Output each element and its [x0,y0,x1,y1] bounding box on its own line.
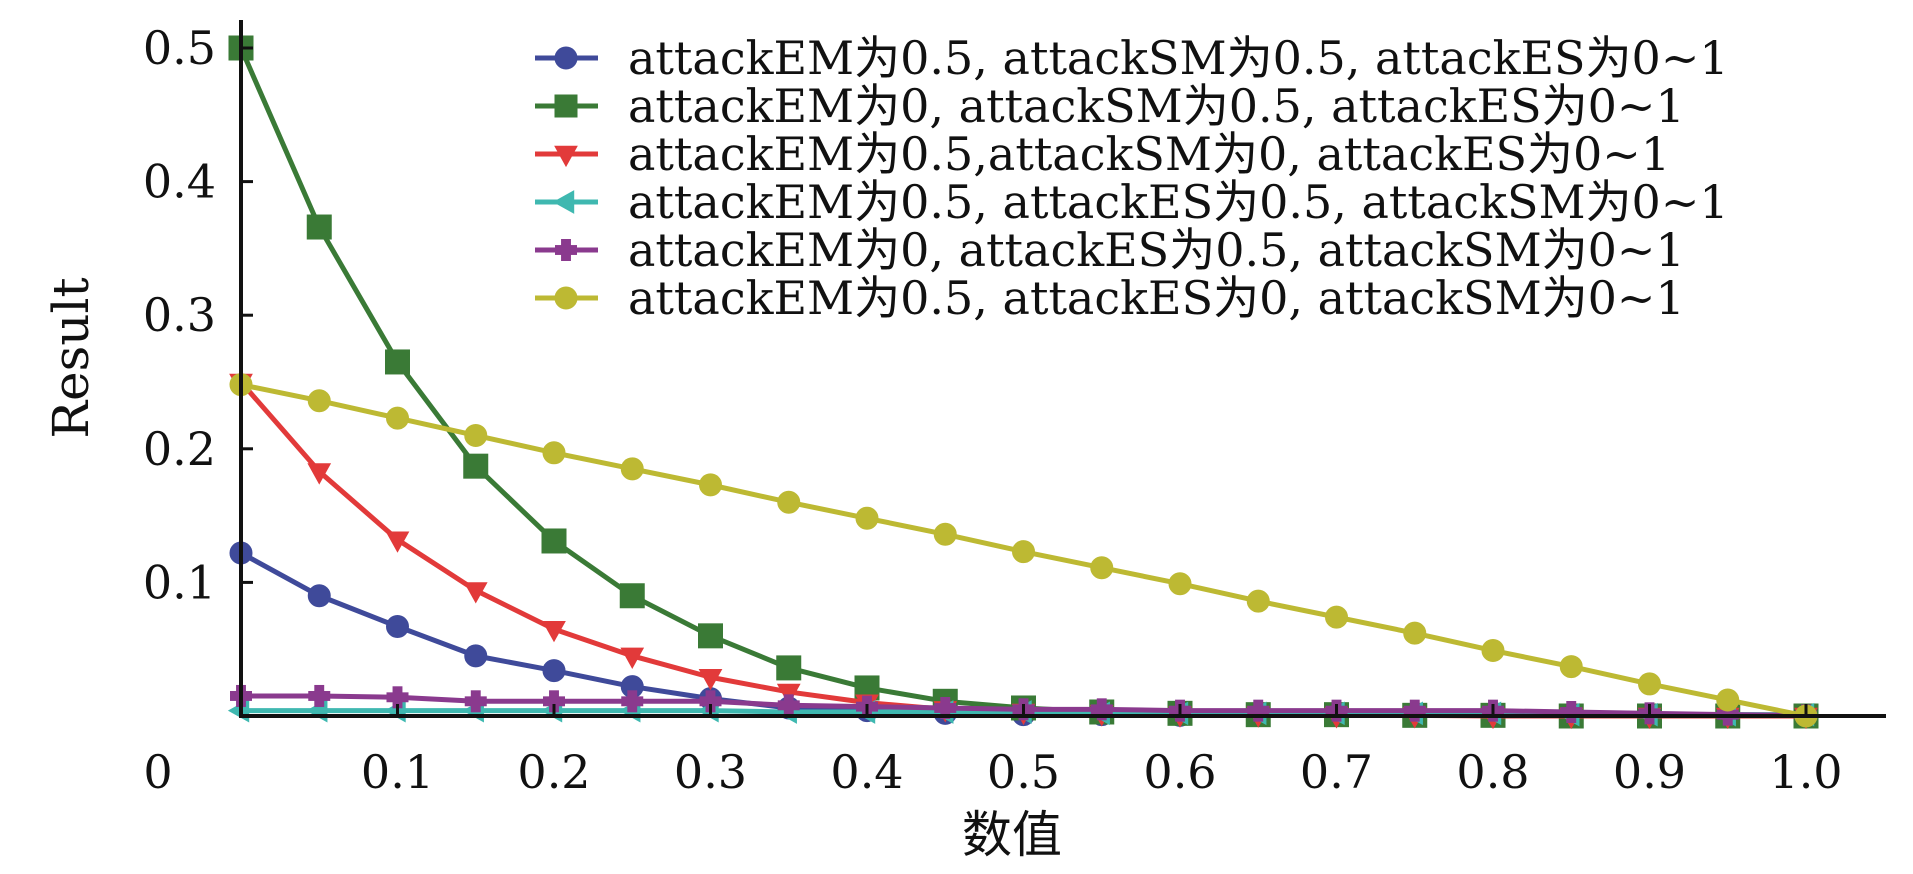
y-axis-label: Result [42,277,100,438]
y-tick-label: 0.3 [143,288,216,342]
data-point [933,522,957,546]
series-6 [229,373,1818,728]
x-tick-label: 0.9 [1613,745,1686,799]
data-point [698,623,723,649]
data-point [1638,672,1661,696]
legend-item: attackEM为0.5, attackSM为0.5, attackES为0~1 [535,31,1729,85]
data-point [542,441,566,465]
y-tick-label: 0.2 [143,422,216,476]
data-point [620,457,644,481]
x-tick-label: 0.5 [987,745,1060,799]
data-point [855,506,879,530]
data-point [308,684,331,707]
data-point [386,686,409,709]
legend-marker [554,46,578,70]
data-point [464,423,488,447]
data-point [385,531,410,553]
data-point [543,690,565,713]
data-point [1090,698,1113,721]
x-axis-label: 数值 [962,806,1062,864]
data-point [464,644,488,668]
legend-marker [555,239,577,261]
origin-label: 0 [143,745,172,799]
data-point [1403,699,1426,722]
data-point [698,669,723,691]
data-point [542,620,566,643]
data-point [1247,699,1270,722]
legend-marker [552,190,575,214]
data-point [699,473,722,497]
data-point [307,584,331,608]
data-point [541,528,567,554]
legend-marker [554,94,578,118]
data-point [1325,605,1348,629]
data-point [1012,540,1035,564]
data-point [621,690,644,713]
data-point [619,583,645,609]
x-tick-label: 0.3 [674,745,747,799]
x-tick-label: 0.7 [1300,745,1373,799]
legend-marker [554,145,578,168]
data-point [306,214,332,240]
data-point [1716,688,1740,712]
legend-label: attackEM为0, attackSM为0.5, attackES为0~1 [628,79,1685,133]
x-tick-label: 0.4 [830,745,903,799]
legend-item: attackEM为0, attackES为0.5, attackSM为0~1 [535,223,1685,277]
data-point [307,389,331,413]
x-tick-label: 1.0 [1769,745,1842,799]
y-tick-label: 0.1 [143,555,216,609]
data-point [463,582,488,604]
data-point [542,659,566,683]
data-point [1403,621,1427,645]
y-tick-label: 0.5 [143,21,216,75]
legend-item: attackEM为0, attackSM为0.5, attackES为0~1 [535,79,1685,133]
data-point [620,647,645,670]
data-point [1090,556,1114,580]
data-point [777,694,800,717]
data-point [1168,572,1192,596]
legend-item: attackEM为0.5, attackES为0, attackSM为0~1 [535,271,1685,325]
y-tick-label: 0.4 [143,155,216,209]
legend-label: attackEM为0, attackES为0.5, attackSM为0~1 [628,223,1685,277]
data-point [385,349,410,375]
legend-label: attackEM为0.5, attackES为0.5, attackSM为0~1 [628,175,1729,229]
data-point [1560,700,1583,723]
data-point [699,690,722,713]
data-point [1246,589,1270,613]
legend-label: attackEM为0.5, attackSM为0.5, attackES为0~1 [628,31,1729,85]
legend-marker [554,286,578,310]
data-point [934,696,957,719]
x-tick-label: 0.2 [517,745,590,799]
axes [239,20,1886,718]
data-point [777,490,801,514]
data-point [307,463,332,485]
legend-item: attackEM为0.5,attackSM为0, attackES为0~1 [535,127,1670,181]
legend-label: attackEM为0.5, attackES为0, attackSM为0~1 [628,271,1685,325]
data-point [463,453,489,479]
x-tick-label: 0.8 [1456,745,1529,799]
legend: attackEM为0.5, attackSM为0.5, attackES为0~1… [535,31,1729,325]
data-point [776,683,801,706]
data-point [464,690,487,713]
x-tick-label: 0.6 [1143,745,1216,799]
data-point [386,406,409,430]
data-point [776,655,802,681]
legend-label: attackEM为0.5,attackSM为0, attackES为0~1 [628,127,1670,181]
ticks: 0.1 0.2 0.3 0.4 0.5 0.6 0.7 0.8 0.9 1.0 0.1 0.2 0.3 0… [143,21,1843,799]
x-tick-label: 0.1 [361,745,434,799]
data-point [1481,639,1505,663]
data-point [1559,655,1583,679]
legend-item: attackEM为0.5, attackES为0.5, attackSM为0~1 [535,175,1729,229]
data-point [386,614,409,638]
